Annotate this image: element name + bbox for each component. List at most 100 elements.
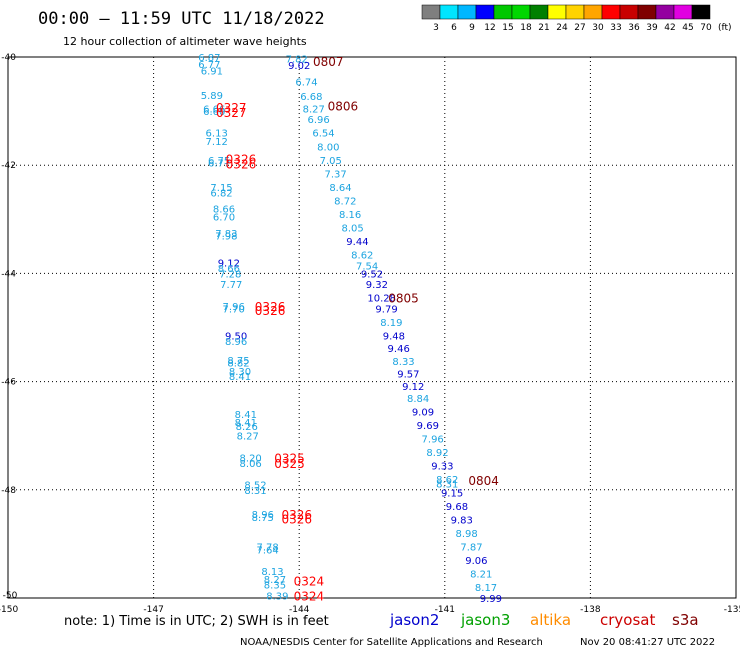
x-tick-label: -144 <box>289 605 310 615</box>
wave-height-label: 6.91 <box>201 67 223 78</box>
legend-altika: altika <box>530 611 571 629</box>
colorbar-swatch <box>583 4 603 20</box>
wave-height-label: 7.37 <box>324 169 346 180</box>
wave-height-label: 8.41 <box>229 372 251 383</box>
colorbar-swatch <box>439 4 459 20</box>
colorbar-unit: (ft) <box>718 23 732 33</box>
legend-cryosat: cryosat <box>600 611 655 629</box>
wave-height-label: 8.27 <box>303 104 325 115</box>
pass-time-label: 0326 <box>281 512 312 526</box>
wave-height-label: 8.19 <box>380 318 402 329</box>
wave-height-label: 8.72 <box>334 196 356 207</box>
wave-height-label: 6.13 <box>206 129 228 140</box>
pass-time-label: 0326 <box>226 153 257 167</box>
colorbar-swatch <box>601 4 621 20</box>
wave-height-label: 7.83 <box>215 229 237 240</box>
wave-height-label: 8.41 <box>235 418 257 429</box>
wave-height-label: 8.96 <box>225 337 247 348</box>
plot-frame <box>7 56 737 599</box>
colorbar-label: 33 <box>610 23 621 33</box>
wave-height-label: 6.77 <box>198 60 220 71</box>
wave-height-label: 9.57 <box>397 369 419 380</box>
wave-height-label: 8.66 <box>213 204 235 215</box>
pass-time-label: 0324 <box>294 575 325 589</box>
wave-height-label: 6.66 <box>203 104 225 115</box>
wave-height-label: 6.87 <box>198 53 220 64</box>
wave-height-label: 8.16 <box>339 210 361 221</box>
pass-time-label: 0324 <box>294 589 325 603</box>
legend-jason2: jason2 <box>389 611 439 629</box>
colorbar-label: 6 <box>451 23 457 33</box>
colorbar-label: 36 <box>628 23 640 33</box>
wave-height-label: 9.44 <box>346 237 368 248</box>
pass-time-label: 0804 <box>468 474 499 488</box>
y-tick-label: -48 <box>1 486 16 496</box>
x-tick-label: -147 <box>143 605 163 615</box>
wave-height-label: 8.27 <box>264 575 286 586</box>
y-tick-label: -40 <box>1 53 16 63</box>
wave-height-label: 9.99 <box>480 594 502 605</box>
wave-height-label: 6.82 <box>210 188 232 199</box>
wave-height-label: 8.21 <box>470 570 492 581</box>
colorbar-label: 9 <box>469 23 475 33</box>
wave-height-label: 8.35 <box>264 580 286 591</box>
wave-height-label: 8.41 <box>235 410 257 421</box>
wave-height-label: 7.96 <box>223 302 245 313</box>
pass-time-label: 0325 <box>274 457 305 471</box>
colorbar-label: 45 <box>682 23 693 33</box>
chart-subtitle: 12 hour collection of altimeter wave hei… <box>63 35 307 48</box>
colorbar-swatch <box>637 4 657 20</box>
wave-height-label: 8.31 <box>436 479 458 490</box>
colorbar-swatch <box>493 4 513 20</box>
colorbar-swatch <box>691 4 711 20</box>
wave-height-label: 6.70 <box>213 213 235 224</box>
footer-credit: NOAA/NESDIS Center for Satellite Applica… <box>240 637 543 648</box>
grid <box>8 57 736 598</box>
colorbar-label: 39 <box>646 23 658 33</box>
x-tick-label: -141 <box>435 605 455 615</box>
wave-height-label: 8.33 <box>392 357 414 368</box>
wave-height-label: 8.98 <box>456 529 478 540</box>
pass-time-label: 0326 <box>255 304 286 318</box>
colorbar-label: 27 <box>574 23 585 33</box>
colorbar-label: 15 <box>502 23 513 33</box>
wave-height-label: 8.92 <box>426 448 448 459</box>
pass-time-label: 0325 <box>274 451 305 465</box>
wave-height-label: 6.54 <box>312 129 334 140</box>
wave-height-label: 9.32 <box>366 280 388 291</box>
colorbar-swatch <box>475 4 495 20</box>
x-tick-label: -135 <box>724 605 740 615</box>
wave-height-label: 7.70 <box>223 305 245 316</box>
wave-height-label: 9.02 <box>288 61 310 72</box>
wave-height-label: 8.62 <box>436 475 458 486</box>
wave-height-label: 9.50 <box>225 332 247 343</box>
wave-height-label: 6.60 <box>203 107 225 118</box>
colorbar-label: 21 <box>538 23 549 33</box>
colorbar-swatch <box>511 4 531 20</box>
wave-height-label: 7.12 <box>206 137 228 148</box>
wave-height-label: 6.74 <box>295 77 317 88</box>
legend-jason3: jason3 <box>460 611 510 629</box>
wave-height-label: 8.13 <box>261 567 283 578</box>
colorbar-label: 70 <box>700 23 712 33</box>
pass-time-label: 0805 <box>388 292 419 306</box>
wave-height-label: 8.84 <box>407 394 429 405</box>
wave-height-label: 7.87 <box>460 543 482 554</box>
wave-height-label: 9.12 <box>218 259 240 270</box>
colorbar-label: 18 <box>520 23 532 33</box>
colorbar-swatch <box>457 4 477 20</box>
wave-height-label: 7.82 <box>286 55 308 66</box>
wave-height-label: 7.78 <box>257 543 279 554</box>
pass-time-labels: 0807080608050804032703270326032603260326… <box>216 55 499 604</box>
colorbar-swatch <box>619 4 639 20</box>
chart-title: 00:00 — 11:59 UTC 11/18/2022 <box>38 9 325 29</box>
wave-height-label: 8.75 <box>227 356 249 367</box>
wave-height-labels: 6.876.776.915.896.666.606.137.126.756.77… <box>198 53 502 605</box>
wave-height-label: 9.69 <box>417 421 439 432</box>
colorbar-label: 24 <box>556 23 568 33</box>
pass-time-label: 0327 <box>216 106 247 120</box>
wave-height-label: 9.09 <box>412 407 434 418</box>
wave-height-label: 9.15 <box>441 489 463 500</box>
wave-height-label: 7.15 <box>210 183 232 194</box>
